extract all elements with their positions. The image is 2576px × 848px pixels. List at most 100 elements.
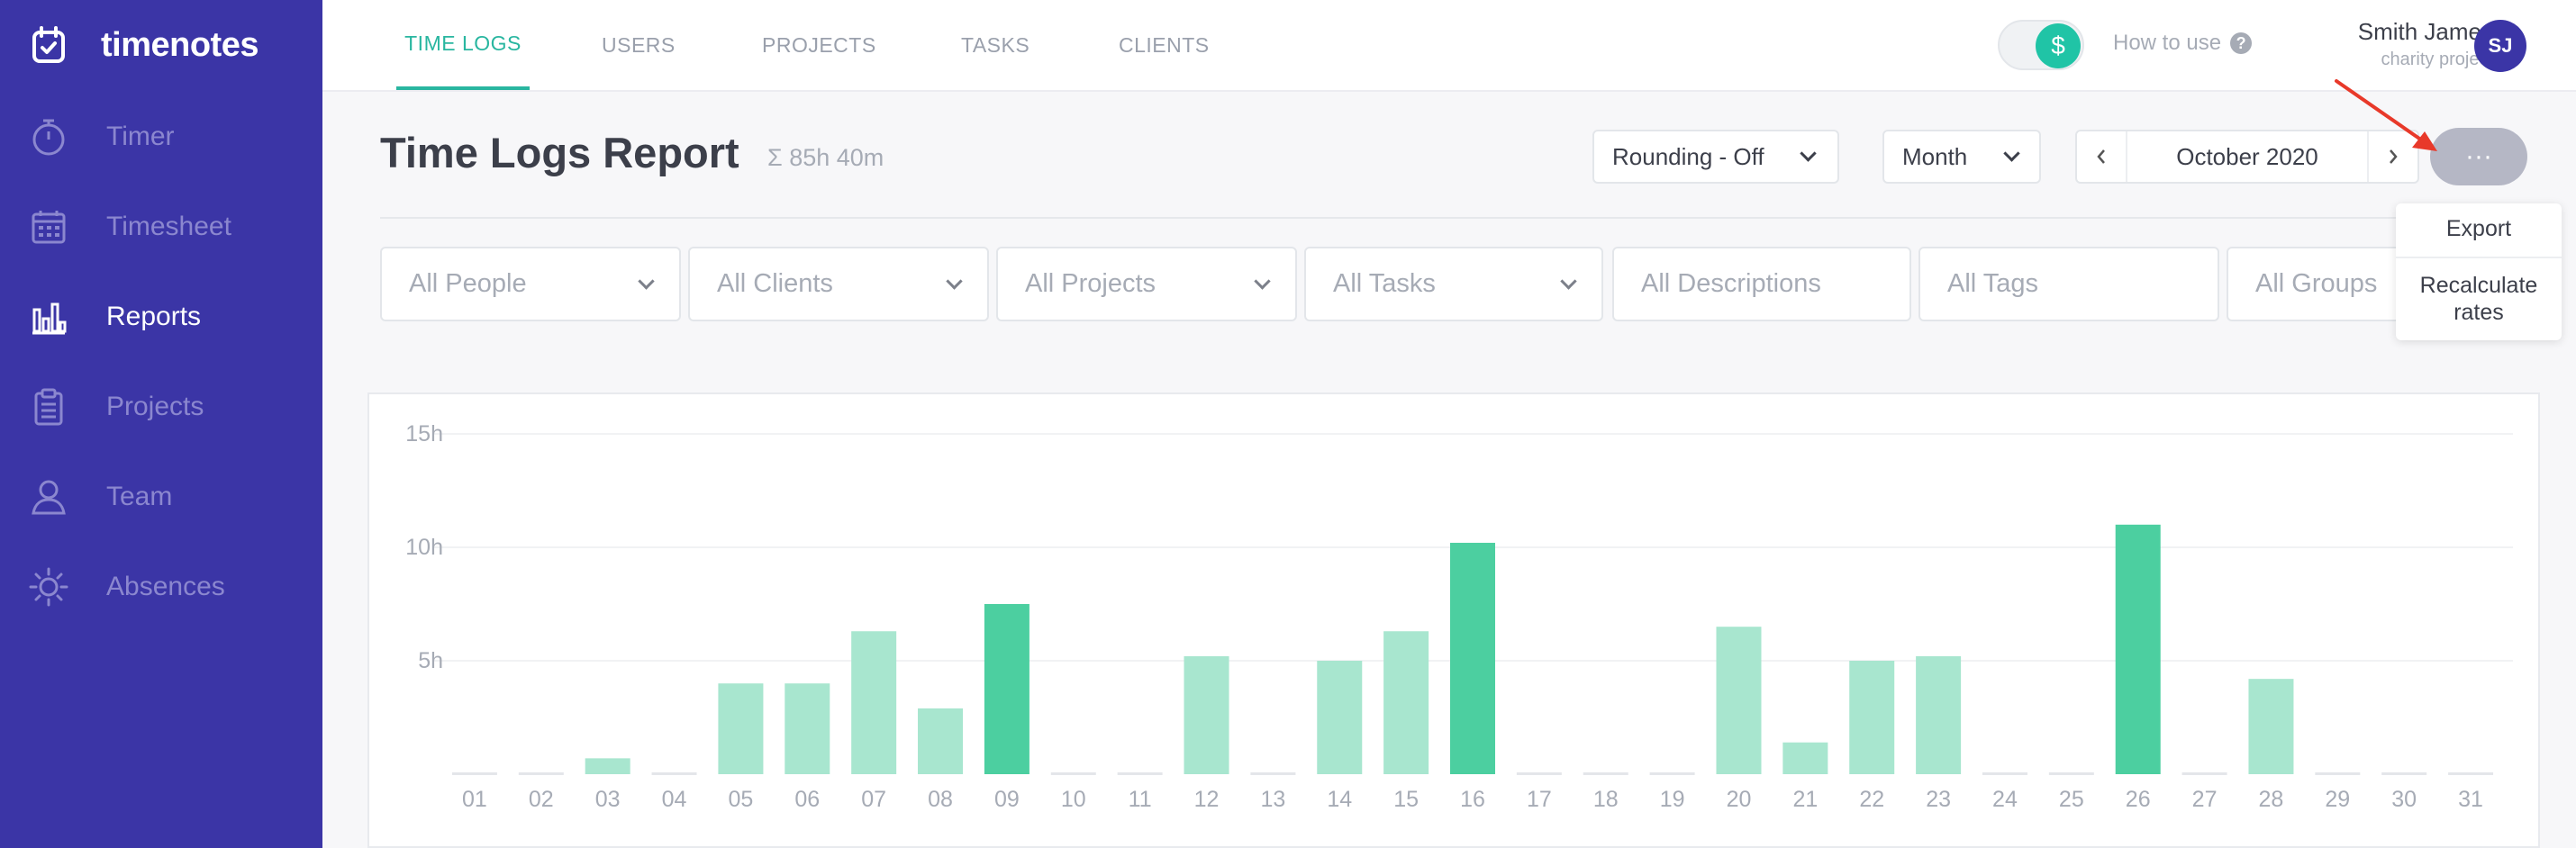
sidebar-item-label: Reports	[106, 302, 202, 331]
billable-toggle[interactable]: $	[1998, 20, 2084, 70]
more-options-button[interactable]: ···	[2430, 128, 2527, 185]
sidebar-item-reports[interactable]: Reports	[0, 272, 322, 362]
avatar[interactable]: SJ	[2474, 20, 2526, 72]
how-to-use-link[interactable]: How to use ?	[2113, 31, 2253, 56]
chart-bar-26[interactable]	[2115, 524, 2161, 774]
people-filter[interactable]: All People	[380, 247, 681, 321]
chart-bar-31[interactable]	[2448, 772, 2494, 775]
groups-filter[interactable]: All Groups	[2227, 247, 2398, 321]
rounding-value: Rounding - Off	[1612, 142, 1764, 170]
chart-bar-04[interactable]	[651, 772, 697, 775]
x-tick-label: 01	[462, 787, 487, 812]
sidebar-item-projects[interactable]: Projects	[0, 362, 322, 452]
chevron-down-icon	[2003, 145, 2020, 162]
user-info[interactable]: Smith James charity project	[2358, 18, 2493, 70]
recalculate-rates-menu-item[interactable]: Recalculate rates	[2396, 272, 2562, 326]
top-bar: TIME LOGS USERS PROJECTS TASKS CLIENTS $…	[322, 0, 2576, 92]
x-tick-label: 17	[1527, 787, 1552, 812]
x-tick-label: 11	[1129, 787, 1152, 812]
sidebar-item-timer[interactable]: Timer	[0, 92, 322, 182]
x-tick-label: 05	[729, 787, 754, 812]
chart-bar-12[interactable]	[1184, 655, 1229, 774]
sidebar-item-timesheet[interactable]: Timesheet	[0, 182, 322, 272]
chart-bar-01[interactable]	[451, 772, 497, 775]
chart-bar-02[interactable]	[518, 772, 564, 775]
recalculate-label-line1: Recalculate	[2419, 273, 2538, 298]
brand-name: timenotes	[101, 25, 259, 64]
chart-bar-19[interactable]	[1649, 772, 1695, 775]
chart-bar-03[interactable]	[585, 758, 630, 774]
current-month[interactable]: October 2020	[2176, 142, 2318, 170]
chart-bar-14[interactable]	[1317, 661, 1363, 774]
chart-bar-18[interactable]	[1583, 772, 1628, 775]
chart-bar-23[interactable]	[1916, 655, 1962, 774]
sidebar: timenotes Timer Timesheet Report	[0, 0, 322, 848]
chart-bar-08[interactable]	[918, 708, 964, 774]
bar-chart-icon	[32, 302, 67, 335]
x-tick-label: 02	[529, 787, 554, 812]
calendar-check-icon	[32, 26, 65, 63]
tab-users[interactable]: USERS	[602, 32, 676, 57]
page-title: Time Logs Report	[380, 129, 739, 176]
tasks-filter[interactable]: All Tasks	[1304, 247, 1603, 321]
export-menu-item[interactable]: Export	[2445, 216, 2512, 241]
period-dropdown[interactable]: Month	[1882, 130, 2041, 184]
chart-bar-25[interactable]	[2048, 772, 2094, 775]
chevron-left-icon	[2097, 149, 2105, 164]
tab-tasks[interactable]: TASKS	[961, 32, 1030, 57]
sidebar-item-label: Absences	[106, 572, 225, 601]
chart-bar-13[interactable]	[1250, 772, 1296, 775]
sidebar-item-label: Team	[106, 482, 173, 511]
x-tick-label: 13	[1260, 787, 1285, 812]
chart-bar-16[interactable]	[1450, 542, 1495, 774]
chevron-down-icon	[1560, 273, 1577, 290]
x-tick-label: 31	[2458, 787, 2483, 812]
descriptions-filter[interactable]: All Descriptions	[1612, 247, 1911, 321]
chart-bar-22[interactable]	[1849, 661, 1895, 774]
how-to-use-label: How to use	[2113, 31, 2222, 55]
chart-bar-28[interactable]	[2248, 679, 2294, 774]
x-tick-label: 03	[595, 787, 621, 812]
tags-filter[interactable]: All Tags	[1918, 247, 2219, 321]
x-tick-label: 08	[928, 787, 953, 812]
x-tick-label: 14	[1327, 787, 1352, 812]
chart-bar-24[interactable]	[1982, 772, 2027, 775]
chart-bar-07[interactable]	[851, 631, 897, 774]
recalculate-label-line2: rates	[2454, 300, 2504, 325]
tab-time-logs[interactable]: TIME LOGS	[396, 0, 530, 90]
chart-bar-20[interactable]	[1716, 627, 1762, 774]
rounding-dropdown[interactable]: Rounding - Off	[1592, 130, 1839, 184]
chart-bar-21[interactable]	[1782, 742, 1828, 774]
x-tick-label: 16	[1460, 787, 1485, 812]
tab-clients[interactable]: CLIENTS	[1119, 32, 1210, 57]
sun-icon	[29, 567, 68, 607]
clients-filter[interactable]: All Clients	[688, 247, 989, 321]
dollar-icon: $	[2036, 23, 2081, 68]
sidebar-item-label: Timesheet	[106, 212, 231, 241]
x-tick-label: 28	[2259, 787, 2284, 812]
chart-bar-11[interactable]	[1117, 772, 1163, 775]
x-tick-label: 10	[1061, 787, 1086, 812]
chevron-down-icon	[1254, 273, 1271, 290]
tab-projects[interactable]: PROJECTS	[762, 32, 876, 57]
x-tick-label: 29	[2325, 787, 2350, 812]
brand[interactable]: timenotes	[31, 23, 259, 67]
prev-month-button[interactable]	[2077, 131, 2127, 182]
next-month-button[interactable]	[2367, 131, 2417, 182]
x-tick-label: 09	[994, 787, 1020, 812]
sidebar-item-label: Timer	[106, 122, 175, 151]
chart-bar-10[interactable]	[1050, 772, 1096, 775]
chart-bar-30[interactable]	[2381, 772, 2427, 775]
sidebar-item-team[interactable]: Team	[0, 452, 322, 542]
chart-bar-09[interactable]	[984, 604, 1029, 774]
chart-bar-27[interactable]	[2181, 772, 2227, 775]
user-project: charity project	[2381, 50, 2494, 69]
clients-filter-placeholder: All Clients	[717, 269, 833, 298]
chart-bar-06[interactable]	[785, 683, 830, 774]
projects-filter[interactable]: All Projects	[996, 247, 1297, 321]
sidebar-item-absences[interactable]: Absences	[0, 542, 322, 632]
chart-bar-17[interactable]	[1516, 772, 1562, 775]
chart-bar-05[interactable]	[718, 683, 764, 774]
chart-bar-15[interactable]	[1383, 631, 1429, 774]
chart-bar-29[interactable]	[2315, 772, 2361, 775]
